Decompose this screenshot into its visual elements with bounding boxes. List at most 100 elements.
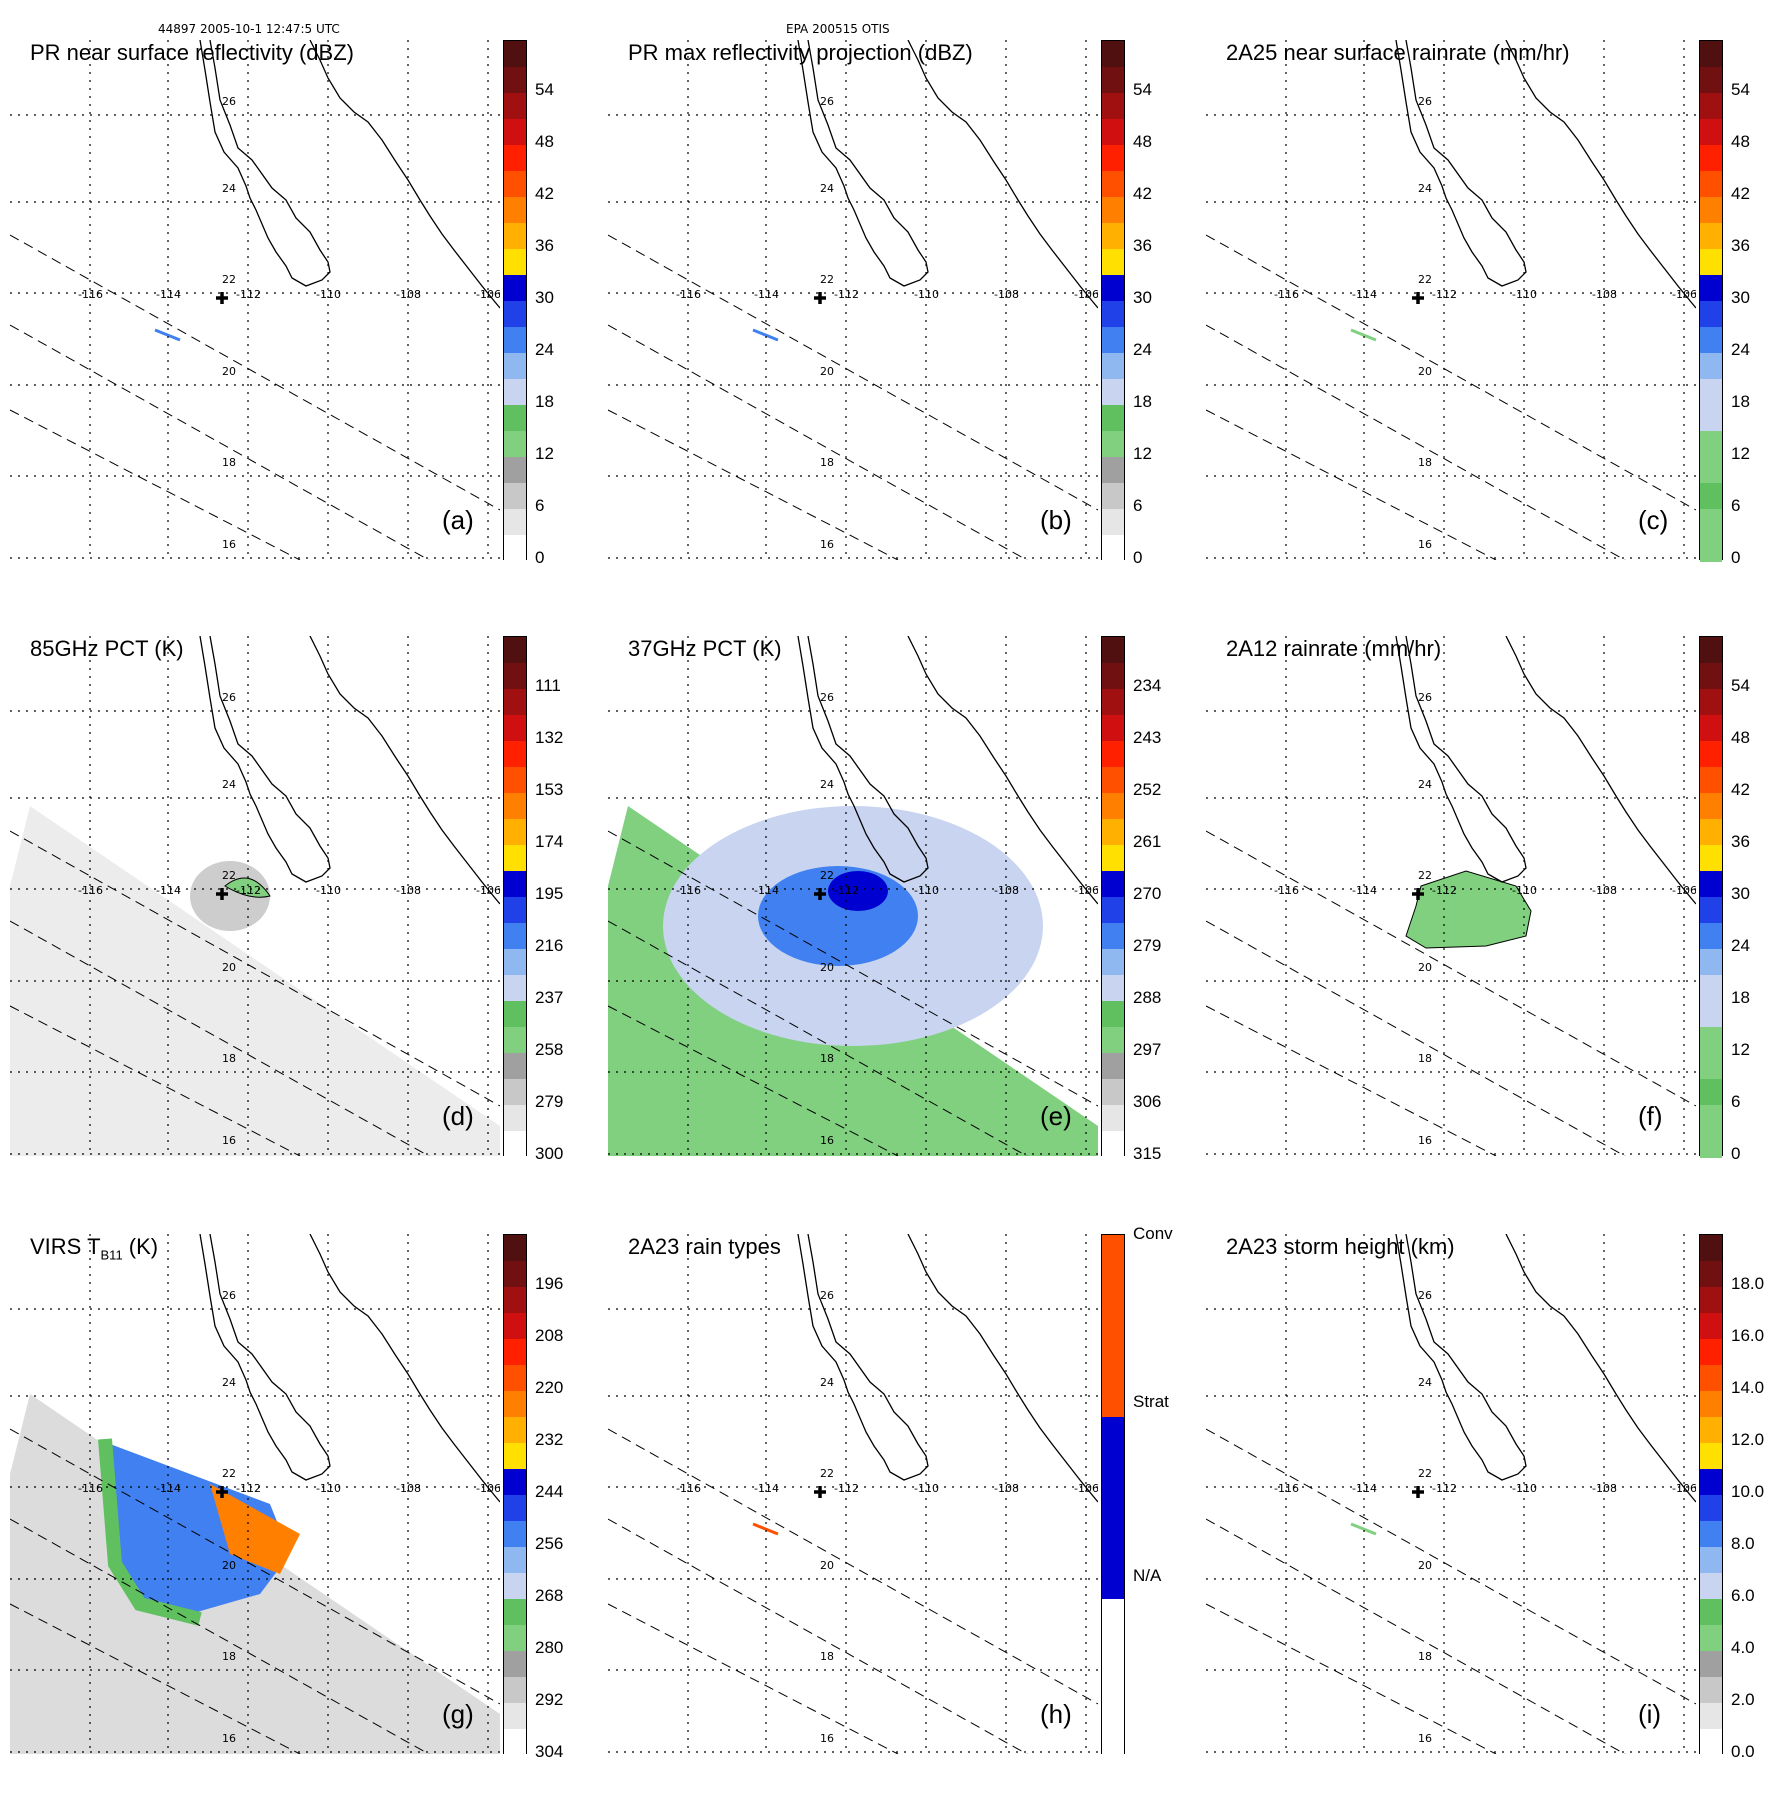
swath-edge-line <box>1206 1518 1626 1754</box>
lon-tick-label: -114 <box>754 884 779 897</box>
colorbar-segment <box>1700 663 1722 690</box>
swath-edge-line <box>608 234 1098 511</box>
panel-title: 85GHz PCT (K) <box>30 636 184 662</box>
colorbar-segment <box>1700 1391 1722 1418</box>
panel-title-subscript: B11 <box>100 1247 123 1263</box>
colorbar-segment <box>504 1053 526 1080</box>
lon-tick-label: -116 <box>676 884 701 897</box>
colorbar-segment <box>504 1521 526 1548</box>
storm-id: EPA 200515 OTIS <box>786 22 890 36</box>
lon-tick-label: -106 <box>476 1482 500 1495</box>
coastline-mainland <box>907 636 1098 905</box>
colorbar-segment <box>1700 1495 1722 1522</box>
coastline-mainland <box>309 1234 500 1503</box>
colorbar-segment <box>1102 715 1124 742</box>
colorbar-segment <box>1700 405 1722 432</box>
coastline-mainland <box>907 40 1098 309</box>
colorbar-segment <box>504 93 526 120</box>
storm-center-marker <box>1412 888 1424 900</box>
colorbar-tick-label: 279 <box>1133 936 1162 955</box>
colorbar-tick-label: 243 <box>1133 728 1162 747</box>
lon-tick-label: -106 <box>1672 288 1696 301</box>
colorbar-tick-label: 195 <box>535 884 564 903</box>
colorbar-segment <box>1700 1469 1722 1496</box>
lon-tick-label: -108 <box>396 288 421 301</box>
coastline-mainland <box>309 40 500 309</box>
coastline-baja <box>1395 1234 1527 1481</box>
swath-edge-line <box>608 1603 899 1754</box>
panel-a: -116 -114 -112 -110 -108 -106 26 24 22 20 18 16 PR n… <box>10 40 600 600</box>
lat-tick-label: 26 <box>1418 1289 1432 1302</box>
colorbar-segment <box>1102 949 1124 976</box>
colorbar-segment <box>504 1391 526 1418</box>
colorbar-segment <box>1102 1027 1124 1054</box>
lat-tick-label: 18 <box>222 456 236 469</box>
colorbar-segment <box>1102 1105 1124 1132</box>
colorbar-tick-label: 48 <box>1133 132 1152 151</box>
lat-tick-label: 18 <box>1418 1052 1432 1065</box>
panel-title: 37GHz PCT (K) <box>628 636 782 662</box>
colorbar-tick-label: 36 <box>1731 832 1750 851</box>
lat-tick-label: 16 <box>1418 1134 1432 1147</box>
swath-edge-line <box>10 830 500 1107</box>
colorbar-segment <box>1700 1599 1722 1626</box>
lon-tick-label: -108 <box>994 1482 1019 1495</box>
coastline-baja <box>1395 40 1527 287</box>
colorbar-segment <box>1102 93 1124 120</box>
colorbar-tick-label: 270 <box>1133 884 1162 903</box>
lon-tick-label: -114 <box>754 288 779 301</box>
colorbar-segment <box>1102 119 1124 146</box>
colorbar-segment <box>1102 197 1124 224</box>
colorbar-segment <box>1700 741 1722 768</box>
colorbar-tick-label: 6 <box>1133 496 1143 515</box>
colorbar <box>1699 636 1723 1158</box>
colorbar-segment <box>1700 379 1722 406</box>
colorbar-segment <box>504 353 526 380</box>
pct85-feature <box>224 877 271 898</box>
panel-letter: (b) <box>1040 505 1072 535</box>
swath-edge-line <box>1206 1428 1696 1705</box>
pr-echo <box>752 328 779 342</box>
colorbar-tick-label: 0 <box>1731 548 1741 567</box>
colorbar-segment <box>1700 1573 1722 1600</box>
lat-tick-label: 20 <box>222 961 236 974</box>
colorbar-tick-label: 54 <box>1133 80 1152 99</box>
colorbar-segment <box>1102 1391 1124 1418</box>
panel-title: PR max reflectivity projection (dBZ) <box>628 40 973 66</box>
colorbar-segment <box>1700 67 1722 94</box>
map-svg-h: -116 -114 -112 -110 -108 -106 26 24 22 20 18 16 <box>608 1234 1098 1754</box>
colorbar-segment <box>1700 327 1722 354</box>
colorbar-segment <box>504 249 526 276</box>
swath-edge-line <box>10 920 430 1156</box>
colorbar-segment <box>504 845 526 872</box>
colorbar-tick-label: 12 <box>535 444 554 463</box>
colorbar-segment <box>1102 689 1124 716</box>
colorbar-tick-label: 0 <box>535 548 545 567</box>
colorbar-segment <box>504 1131 526 1158</box>
lat-tick-label: 18 <box>222 1052 236 1065</box>
colorbar-segment <box>1700 1547 1722 1574</box>
coastline-baja <box>199 636 331 883</box>
colorbar-segment <box>1102 767 1124 794</box>
lon-tick-label: -110 <box>1512 288 1537 301</box>
colorbar-segment <box>1102 353 1124 380</box>
colorbar-segment <box>1102 223 1124 250</box>
panel-d: -116 -114 -112 -110 -108 -106 26 24 22 20 18 16 85GH… <box>10 636 600 1196</box>
lat-tick-label: 16 <box>820 1134 834 1147</box>
swath-edge-line <box>10 1518 430 1754</box>
lon-tick-label: -112 <box>834 884 859 897</box>
colorbar-tick-label: 288 <box>1133 988 1162 1007</box>
colorbar-segment <box>1700 819 1722 846</box>
lat-tick-label: 18 <box>1418 1650 1432 1663</box>
colorbar-segment <box>1700 949 1722 976</box>
lon-tick-label: -112 <box>1432 884 1457 897</box>
lat-tick-label: 26 <box>1418 691 1432 704</box>
colorbar-segment <box>1102 171 1124 198</box>
coastline-mainland <box>907 1234 1098 1503</box>
colorbar-tick-label: 256 <box>535 1534 564 1553</box>
colorbar-segment <box>1700 93 1722 120</box>
colorbar <box>503 40 527 562</box>
colorbar-tick-label: 48 <box>1731 728 1750 747</box>
colorbar-tick-label: 12 <box>1133 444 1152 463</box>
colorbar-segment <box>1700 509 1722 536</box>
